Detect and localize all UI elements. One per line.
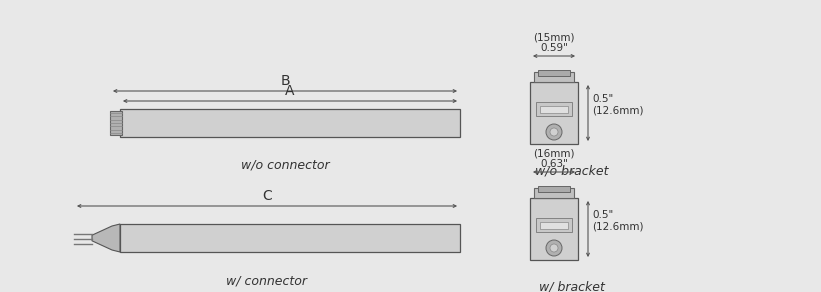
Bar: [120, 109, 460, 137]
Text: (16mm): (16mm): [534, 149, 575, 159]
Text: w/o connector: w/o connector: [241, 159, 329, 172]
Text: 0.59": 0.59": [540, 43, 568, 53]
Bar: [530, 82, 578, 144]
Text: B: B: [280, 74, 290, 88]
Bar: [534, 72, 574, 82]
Bar: [534, 188, 574, 198]
Polygon shape: [92, 224, 120, 252]
Text: w/o bracket: w/o bracket: [535, 164, 608, 177]
Text: (15mm): (15mm): [534, 33, 575, 43]
Bar: [110, 111, 122, 135]
Bar: [120, 224, 460, 252]
Bar: [538, 70, 570, 76]
Circle shape: [550, 128, 558, 136]
Circle shape: [546, 240, 562, 256]
Bar: [540, 222, 568, 229]
Text: 0.5": 0.5": [592, 94, 613, 104]
Text: (12.6mm): (12.6mm): [592, 222, 644, 232]
Bar: [530, 198, 578, 260]
Text: w/ bracket: w/ bracket: [539, 280, 605, 292]
Bar: [538, 186, 570, 192]
Bar: [536, 218, 572, 232]
Bar: [540, 106, 568, 113]
Circle shape: [550, 244, 558, 252]
Circle shape: [546, 124, 562, 140]
Text: w/ connector: w/ connector: [227, 274, 308, 287]
Text: 0.5": 0.5": [592, 210, 613, 220]
Text: C: C: [262, 189, 272, 203]
Text: 0.63": 0.63": [540, 159, 568, 169]
Text: A: A: [285, 84, 295, 98]
Text: (12.6mm): (12.6mm): [592, 106, 644, 116]
Bar: [536, 102, 572, 116]
